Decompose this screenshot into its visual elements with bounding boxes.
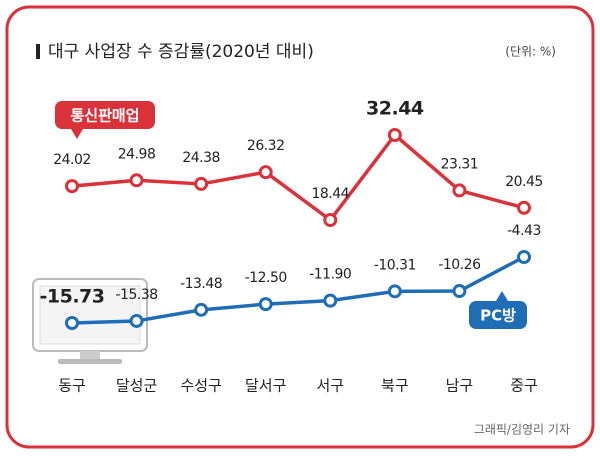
x-tick-label: 동구: [58, 377, 86, 395]
point: [258, 297, 273, 312]
value-label: 23.31: [441, 156, 479, 172]
point: [65, 179, 79, 194]
value-label: -11.90: [309, 267, 351, 283]
unit-label: (단위: %): [505, 45, 556, 59]
monitor-icon: [32, 278, 148, 364]
point: [258, 165, 273, 180]
point: [65, 316, 79, 330]
value-label: -4.43: [507, 223, 541, 239]
x-tick-label: 중구: [510, 377, 538, 395]
value-label: -15.73: [40, 286, 105, 308]
x-tick-label: 북구: [381, 377, 409, 395]
value-label: 24.02: [53, 152, 91, 168]
point: [452, 284, 467, 299]
point: [194, 302, 209, 317]
x-tick-label: 달성군: [116, 377, 158, 395]
x-tick-label: 달서구: [245, 377, 286, 395]
value-label: 24.38: [182, 150, 220, 166]
line: [71, 133, 525, 222]
line: [71, 255, 525, 325]
title-marker: [36, 44, 40, 59]
legend-badge: [55, 101, 155, 129]
legend-pointer: [496, 291, 508, 301]
x-tick-label: 수성구: [180, 377, 221, 395]
frame: [5, 5, 595, 449]
legend-pointer: [71, 129, 83, 139]
point: [129, 313, 144, 328]
legend-label: PC방: [480, 307, 516, 325]
value-label: 24.98: [118, 146, 156, 162]
x-tick-label: 남구: [446, 377, 474, 395]
credit: 그래픽/김영리 기자: [474, 423, 570, 437]
point: [194, 176, 209, 191]
legend-label: 통신판매업: [70, 107, 139, 125]
value-label: -15.38: [116, 287, 158, 303]
value-label: -13.48: [180, 276, 222, 292]
point: [323, 213, 338, 227]
value-label: -12.50: [245, 270, 287, 286]
point: [517, 250, 531, 264]
x-tick-label: 서구: [316, 377, 344, 395]
point: [323, 293, 338, 308]
point: [129, 173, 144, 188]
point: [387, 128, 402, 142]
value-label: -10.26: [438, 257, 481, 273]
value-label: 20.45: [505, 174, 543, 190]
point: [387, 284, 402, 299]
value-label: 32.44: [366, 98, 424, 120]
value-label: 26.32: [247, 138, 285, 154]
point: [517, 200, 531, 215]
chart-title: 대구 사업장 수 증감률(2020년 대비): [48, 42, 314, 62]
point: [452, 183, 467, 198]
legend-badge: [469, 301, 527, 329]
value-label: 18.44: [311, 186, 349, 202]
value-label: -10.31: [374, 257, 416, 273]
